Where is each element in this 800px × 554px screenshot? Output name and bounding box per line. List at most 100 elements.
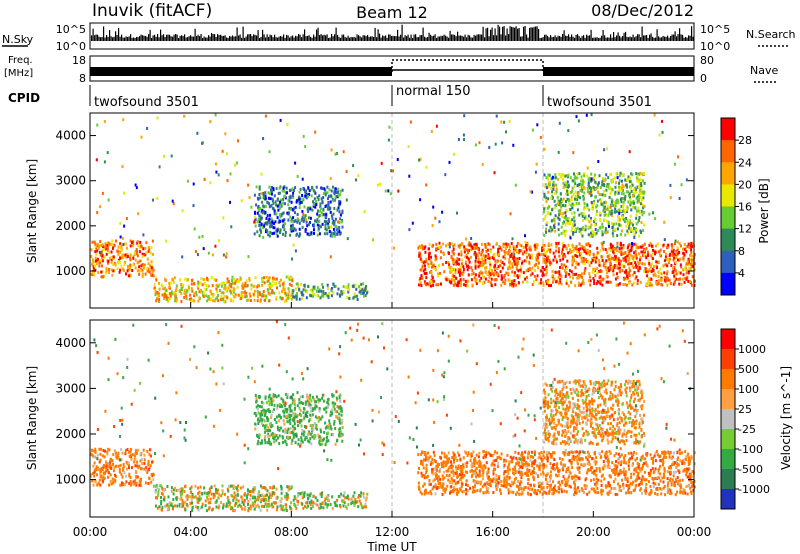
echo-cell (266, 489, 269, 493)
echo-cell (128, 472, 131, 476)
echo-cell (330, 194, 333, 198)
freq-band-3 (543, 67, 694, 76)
echo-cell (582, 281, 585, 285)
echo-cell (621, 205, 624, 209)
nsky-bar (469, 35, 471, 41)
echo-cell (142, 247, 145, 251)
echo-cell (190, 498, 193, 502)
nsky-bar (296, 36, 298, 41)
echo-cell (146, 449, 149, 453)
echo-cell (347, 503, 350, 507)
echo-cell (231, 275, 234, 279)
nsky-bar (371, 36, 373, 41)
echo-cell (298, 227, 301, 231)
echo-cell (574, 246, 577, 250)
echo-cell (495, 242, 498, 246)
echo-cell (289, 505, 291, 509)
echo-cell (154, 276, 157, 280)
echo-cell (545, 282, 548, 286)
echo-cell (99, 452, 102, 456)
echo-cell (317, 227, 320, 231)
echo-cell (438, 264, 441, 268)
echo-cell (92, 454, 95, 458)
echo-cell (204, 504, 207, 508)
echo-cell (291, 187, 294, 191)
echo-cell (494, 264, 496, 268)
echo-cell (565, 279, 568, 283)
echo-cell (181, 209, 184, 213)
echo-cell (222, 253, 225, 257)
echo-cell (224, 285, 227, 289)
echo-cell (579, 182, 582, 186)
echo-cell (129, 244, 132, 248)
echo-cell (583, 216, 586, 220)
freq-panel: Freq. [MHz] 18 8 80 0 Nave (4, 54, 778, 85)
echo-cell (258, 187, 261, 191)
echo-cell (240, 495, 243, 499)
echo-cell (282, 508, 285, 512)
echo-cell (613, 204, 616, 208)
echo-cell (450, 277, 453, 281)
echo-cell (578, 229, 581, 233)
echo-cell (106, 243, 109, 247)
echo-cell (285, 293, 288, 297)
echo-cell (494, 268, 497, 272)
echo-cell (322, 196, 325, 199)
nsky-bar (116, 34, 118, 41)
echo-cell (99, 475, 102, 479)
echo-cell (286, 191, 288, 195)
nsky-bar (310, 36, 312, 41)
echo-cell (581, 234, 584, 238)
echo-cell (318, 289, 320, 293)
echo-cell (505, 130, 507, 134)
echo-cell (583, 250, 586, 254)
echo-cell (408, 174, 411, 178)
echo-cell (196, 497, 199, 501)
echo-cell (427, 257, 430, 261)
echo-cell (279, 220, 281, 224)
echo-cell (230, 282, 233, 286)
echo-cell (554, 229, 557, 233)
echo-cell (285, 503, 288, 507)
echo-cell (614, 277, 617, 281)
echo-cell (682, 258, 685, 262)
echo-cell (546, 212, 549, 216)
echo-cell (475, 277, 478, 281)
echo-cell (567, 184, 570, 188)
echo-cell (551, 175, 554, 179)
echo-cell (611, 231, 614, 235)
echo-cell (214, 162, 217, 166)
echo-cell (334, 224, 337, 228)
echo-cell (170, 154, 173, 158)
nsky-bar (671, 34, 673, 41)
echo-cell (639, 178, 642, 182)
nsky-bar (646, 35, 648, 41)
echo-cell (285, 509, 288, 512)
echo-cell (116, 249, 119, 253)
echo-cell (552, 187, 555, 191)
echo-cell (91, 240, 94, 244)
nsky-bar (413, 34, 415, 41)
echo-cell (141, 272, 144, 276)
echo-cell (511, 265, 514, 269)
echo-cell (131, 453, 134, 457)
echo-cell (571, 179, 574, 183)
echo-cell (602, 240, 605, 244)
nsky-bar (251, 36, 253, 41)
echo-cell (571, 218, 574, 222)
nsky-bar (238, 35, 240, 41)
echo-cell (327, 294, 330, 298)
echo-cell (612, 267, 615, 271)
echo-cell (138, 464, 141, 468)
echo-cell (245, 494, 248, 498)
echo-cell (460, 283, 463, 287)
echo-cell (207, 497, 209, 501)
echo-cell (198, 495, 201, 499)
echo-cell (625, 257, 628, 260)
echo-cell (577, 262, 580, 266)
echo-cell (102, 479, 104, 483)
echo-cell (270, 400, 273, 404)
echo-cell (227, 489, 230, 493)
echo-cell (247, 183, 250, 187)
echo-cell (308, 494, 311, 498)
